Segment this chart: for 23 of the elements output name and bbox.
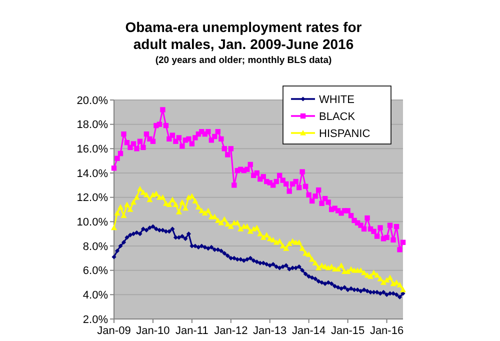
y-tick-label: 20.0%: [76, 94, 108, 107]
x-tick-label: Jan-15: [330, 325, 365, 337]
y-tick-label: 10.0%: [76, 216, 108, 229]
y-tick-label: 18.0%: [76, 119, 108, 132]
y-tick-label: 16.0%: [76, 144, 108, 156]
x-tick-label: Jan-10: [136, 325, 170, 337]
chart-subtitle: (20 years and older; monthly BLS data): [155, 55, 332, 66]
x-tick-label: Jan-12: [214, 325, 248, 337]
legend-label: HISPANIC: [319, 128, 370, 140]
y-tick-label: 4.0%: [82, 290, 108, 302]
y-tick-label: 2.0%: [82, 314, 108, 326]
y-tick-label: 6.0%: [82, 265, 108, 278]
x-tick-label: Jan-11: [176, 325, 208, 337]
y-tick-label: 14.0%: [76, 168, 108, 180]
x-tick-label: Jan-16: [370, 325, 404, 337]
y-tick-label: 8.0%: [82, 240, 108, 253]
legend-label: BLACK: [319, 110, 356, 123]
x-tick-label: Jan-14: [292, 325, 326, 337]
chart-title: Obama-era unemployment rates for adult males, Jan. 2009-June 2016: [125, 19, 362, 52]
x-tick-label: Jan-09: [97, 325, 131, 337]
legend-label: WHITE: [319, 94, 354, 106]
x-tick-label: Jan-13: [253, 325, 287, 337]
y-tick-label: 12.0%: [76, 192, 108, 204]
